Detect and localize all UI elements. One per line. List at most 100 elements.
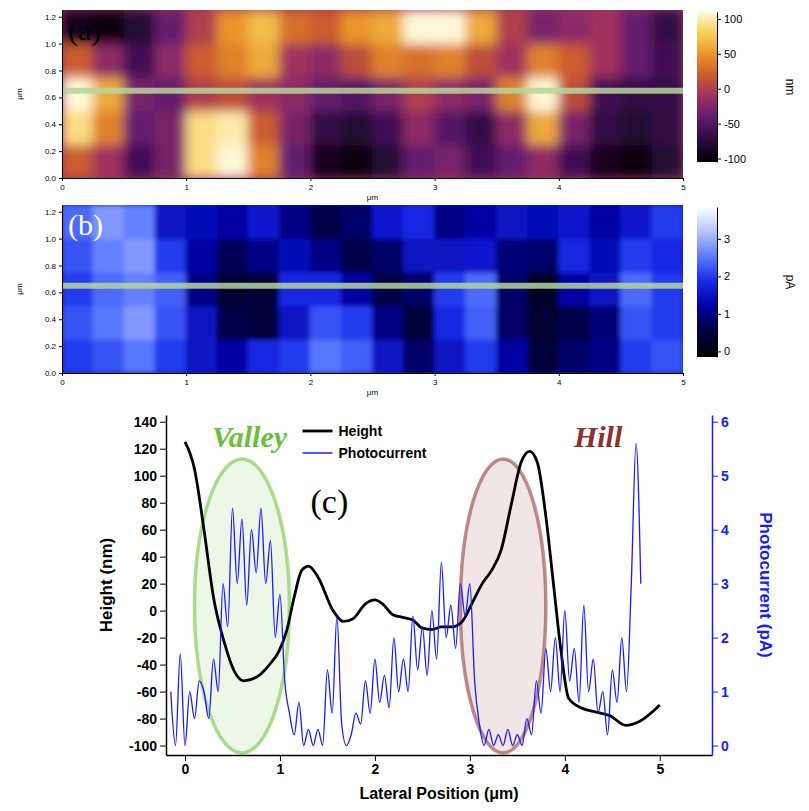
tick-mark	[712, 746, 718, 747]
cell	[93, 238, 125, 273]
cell	[155, 339, 187, 373]
cell	[651, 110, 683, 145]
tick: 4	[557, 373, 562, 387]
tick-label: 0.0	[45, 369, 57, 378]
tick: 1.0	[45, 235, 62, 244]
panel-label: (c)	[311, 483, 349, 521]
cell	[124, 10, 156, 44]
tick: 4	[712, 522, 729, 538]
cell	[93, 339, 125, 373]
colorbar-title: nm	[783, 79, 797, 96]
x-axis-title: Lateral Position (μm)	[359, 785, 518, 802]
cell	[465, 339, 497, 373]
cell	[465, 238, 497, 273]
cell	[403, 339, 435, 373]
cell	[279, 110, 311, 145]
axis: 0123456	[712, 414, 729, 756]
tick: 0	[60, 373, 65, 387]
cell	[248, 205, 280, 239]
cell	[465, 43, 497, 78]
cell	[558, 10, 590, 44]
tick: 0.8	[45, 67, 62, 76]
x-axis-title: μm	[367, 193, 379, 202]
cell	[372, 43, 404, 78]
tick-mark	[712, 692, 718, 693]
panel-label: (b)	[68, 208, 103, 242]
cell	[155, 77, 187, 112]
tick-label: -40	[137, 657, 157, 673]
cell	[651, 305, 683, 340]
series-line	[185, 442, 660, 725]
cell	[310, 205, 342, 239]
cell	[310, 43, 342, 78]
tick-mark	[717, 124, 721, 125]
cell	[341, 43, 373, 78]
cell	[651, 272, 683, 307]
cell	[217, 110, 249, 145]
line-panel: 012345-100-80-60-40-20020406080100120140…	[97, 414, 775, 802]
tick-label: 0.4	[45, 315, 57, 324]
cell	[620, 43, 652, 78]
tick-label: 0.6	[45, 288, 57, 297]
cell	[279, 339, 311, 373]
cell	[620, 10, 652, 44]
cell	[279, 144, 311, 178]
cell	[62, 272, 94, 307]
cell	[558, 77, 590, 112]
axis-line	[167, 755, 713, 757]
cell	[434, 238, 466, 273]
tick-mark	[717, 19, 721, 20]
cell	[248, 144, 280, 178]
tick-label: 0.2	[45, 147, 57, 156]
annotation-label: Valley	[212, 420, 288, 453]
cell	[93, 77, 125, 112]
tick-label: 0.8	[45, 67, 57, 76]
tick: 60	[141, 522, 166, 538]
cell	[403, 305, 435, 340]
cell	[589, 339, 621, 373]
cell	[279, 238, 311, 273]
legend-label: Height	[339, 423, 383, 439]
tick: 0	[60, 178, 65, 192]
cell	[465, 144, 497, 178]
tick-label: 3	[433, 378, 438, 387]
tick: 0.8	[45, 262, 62, 271]
cell	[651, 43, 683, 78]
tick-mark	[160, 665, 166, 666]
heatmap-panel: 0123450.00.20.40.60.81.01.2μmμm(a)-100-5…	[15, 10, 797, 203]
tick-mark	[59, 70, 62, 71]
tick-label: 0	[182, 761, 190, 777]
cell	[279, 43, 311, 78]
cell	[465, 205, 497, 239]
tick: 1	[277, 755, 285, 777]
highlight-ellipse	[194, 459, 289, 753]
axis-line	[717, 208, 718, 358]
tick: 1	[712, 684, 729, 700]
tick-label: 5	[681, 378, 686, 387]
cell	[124, 77, 156, 112]
tick-label: 1	[724, 308, 730, 320]
cell	[186, 144, 218, 178]
cell	[217, 77, 249, 112]
cell	[434, 205, 466, 239]
cell	[527, 43, 559, 78]
tick: -100	[717, 153, 746, 165]
cell	[186, 339, 218, 373]
cell	[186, 272, 218, 307]
cell	[310, 144, 342, 178]
tick: 0.6	[45, 288, 62, 297]
profile-line	[62, 283, 683, 289]
cell	[62, 77, 94, 112]
tick: 0	[712, 738, 729, 754]
cell	[434, 144, 466, 178]
tick: 2	[309, 373, 314, 387]
tick: 1	[184, 178, 189, 192]
axis: -100-50050100	[717, 13, 746, 165]
tick-label: 2	[309, 183, 314, 192]
y-axis-title: Height (nm)	[97, 538, 116, 632]
cell	[62, 305, 94, 340]
axis-line	[63, 373, 684, 374]
tick: 1.0	[45, 40, 62, 49]
cell	[527, 144, 559, 178]
cell	[124, 43, 156, 78]
